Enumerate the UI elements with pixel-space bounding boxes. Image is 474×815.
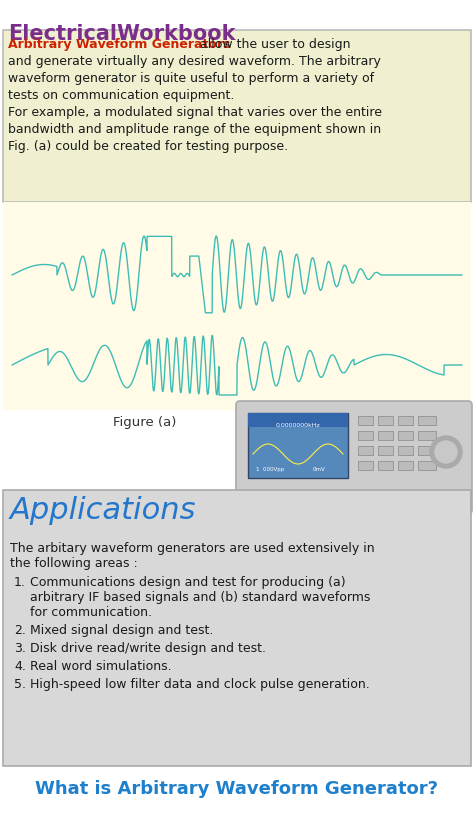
Text: 3.: 3.: [14, 642, 26, 655]
Bar: [418, 446, 436, 455]
Bar: [378, 446, 393, 455]
Bar: [398, 416, 413, 425]
Bar: [358, 431, 373, 440]
Text: Mixed signal design and test.: Mixed signal design and test.: [30, 624, 213, 637]
Text: 2.: 2.: [14, 624, 26, 637]
Text: Figure (a): Figure (a): [113, 416, 177, 429]
Text: Disk drive read/write design and test.: Disk drive read/write design and test.: [30, 642, 266, 655]
Text: tests on communication equipment.: tests on communication equipment.: [8, 89, 234, 102]
Bar: [248, 413, 348, 427]
Bar: [378, 431, 393, 440]
Text: 4.: 4.: [14, 660, 26, 673]
Text: and generate virtually any desired waveform. The arbitrary: and generate virtually any desired wavef…: [8, 55, 381, 68]
Bar: [3, 202, 471, 410]
Text: 0mV: 0mV: [313, 467, 326, 472]
Text: 1  000Vpp: 1 000Vpp: [256, 467, 284, 472]
Text: for communication.: for communication.: [30, 606, 152, 619]
Text: Real word simulations.: Real word simulations.: [30, 660, 172, 673]
Bar: [378, 461, 393, 470]
Bar: [3, 30, 471, 202]
Text: 0.0000000kHz: 0.0000000kHz: [275, 423, 320, 428]
Text: Arbitrary Waveform Generators: Arbitrary Waveform Generators: [8, 38, 230, 51]
Text: 5.: 5.: [14, 678, 26, 691]
FancyBboxPatch shape: [236, 401, 472, 514]
Text: allow the user to design: allow the user to design: [196, 38, 350, 51]
Bar: [358, 416, 373, 425]
Bar: [248, 413, 348, 478]
Bar: [398, 431, 413, 440]
Bar: [378, 416, 393, 425]
Bar: [418, 431, 436, 440]
Bar: [398, 461, 413, 470]
Circle shape: [430, 436, 462, 468]
Bar: [358, 446, 373, 455]
Text: Applications: Applications: [10, 496, 197, 525]
Text: the following areas :: the following areas :: [10, 557, 138, 570]
Bar: [418, 461, 436, 470]
Bar: [358, 461, 373, 470]
Text: Communications design and test for producing (a): Communications design and test for produ…: [30, 576, 346, 589]
Bar: [418, 416, 436, 425]
Text: The arbitary waveform generators are used extensively in: The arbitary waveform generators are use…: [10, 542, 374, 555]
Text: For example, a modulated signal that varies over the entire: For example, a modulated signal that var…: [8, 106, 382, 119]
Text: bandwidth and amplitude range of the equipment shown in: bandwidth and amplitude range of the equ…: [8, 123, 381, 136]
Text: 1.: 1.: [14, 576, 26, 589]
Text: ElectricalWorkbook: ElectricalWorkbook: [8, 24, 236, 44]
Text: Fig. (a) could be created for testing purpose.: Fig. (a) could be created for testing pu…: [8, 140, 288, 153]
Text: High-speed low filter data and clock pulse generation.: High-speed low filter data and clock pul…: [30, 678, 370, 691]
Circle shape: [435, 441, 457, 463]
Text: arbitrary IF based signals and (b) standard waveforms: arbitrary IF based signals and (b) stand…: [30, 591, 370, 604]
Bar: [398, 446, 413, 455]
Text: waveform generator is quite useful to perform a variety of: waveform generator is quite useful to pe…: [8, 72, 374, 85]
Bar: [3, 490, 471, 766]
Text: What is Arbitrary Waveform Generator?: What is Arbitrary Waveform Generator?: [36, 780, 438, 798]
